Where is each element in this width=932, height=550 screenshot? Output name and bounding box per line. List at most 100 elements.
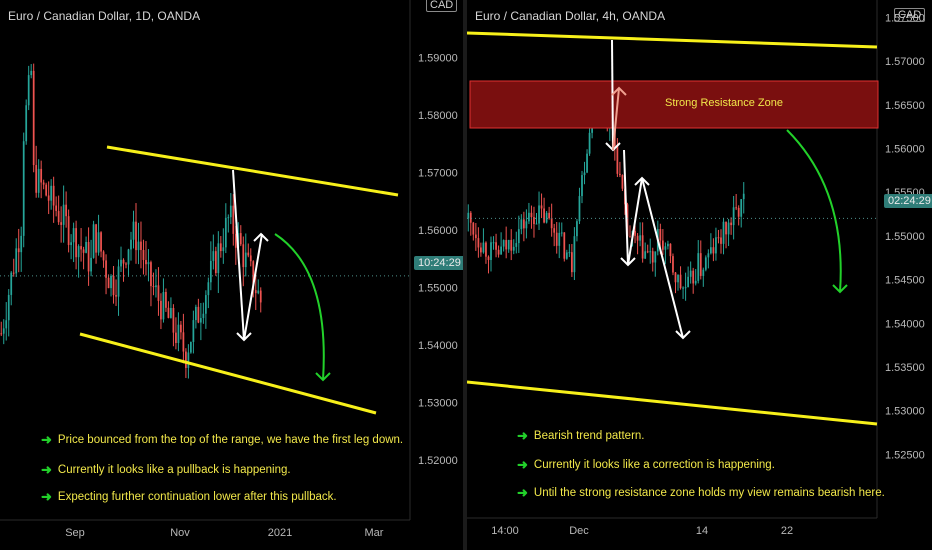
candle-body — [469, 212, 472, 223]
retest-up-line — [612, 87, 620, 151]
note-text: Currently it looks like a pullback is ha… — [57, 464, 291, 476]
candle-body — [535, 223, 538, 225]
panel-divider[interactable] — [463, 0, 467, 550]
note-left-3: ➜ Expecting further continuation lower a… — [41, 489, 337, 505]
candle-body — [699, 253, 702, 276]
candle-body — [95, 224, 97, 253]
candle-body — [472, 222, 475, 235]
projection-arrow-icon — [315, 372, 331, 382]
candle-body — [219, 243, 222, 252]
candle-body — [720, 237, 722, 244]
candle-body — [636, 235, 639, 241]
candle-body — [563, 232, 566, 259]
candle-body — [65, 204, 67, 217]
last-price-tag-left: 10:24:29 — [414, 256, 463, 270]
right-arrow-icon: ➜ — [41, 489, 52, 504]
candle-body — [207, 282, 210, 296]
arrow-down-icon — [675, 330, 691, 340]
candle-body — [497, 249, 500, 255]
candle-body — [550, 218, 553, 229]
candle-body — [646, 251, 649, 253]
candle-body — [732, 207, 735, 226]
candle-body — [480, 247, 482, 253]
candle-body — [661, 240, 664, 250]
candle-body — [197, 306, 200, 323]
candle-body — [160, 300, 162, 320]
candle-body — [651, 251, 654, 263]
candle-body — [75, 228, 77, 258]
candle-body — [573, 236, 576, 273]
y-tick-label: 1.53000 — [418, 397, 458, 409]
note-right-2: ➜ Currently it looks like a correction i… — [517, 457, 775, 473]
x-tick-label: Mar — [365, 527, 384, 539]
candle-body — [37, 168, 40, 193]
candle-body — [22, 141, 25, 236]
second-down-line — [623, 149, 629, 266]
y-tick-label: 1.59000 — [418, 52, 458, 64]
candle-body — [85, 241, 87, 253]
candle-body — [242, 244, 245, 268]
x-tick-label: 14:00 — [491, 525, 519, 537]
candle-body — [202, 313, 205, 319]
candle-body — [641, 235, 644, 259]
candle-body — [170, 307, 172, 318]
daily-chart-canvas[interactable]: 1.59000 1.58000 1.57000 1.56000 1.55000 1.540… — [0, 0, 463, 550]
projection-arrow-icon — [832, 284, 848, 294]
candle-body — [520, 219, 523, 230]
candle-body — [591, 124, 593, 133]
candle-body — [30, 70, 33, 76]
candle-body — [540, 205, 543, 209]
candle-body — [157, 285, 160, 301]
upper-trendline — [106, 145, 399, 197]
note-right-1: ➜ Bearish trend pattern. — [517, 428, 645, 444]
arrow-up-icon — [611, 86, 627, 96]
candle-body — [588, 132, 591, 154]
candle-body — [150, 262, 152, 287]
move-down-line — [232, 169, 245, 341]
candle-body — [35, 165, 38, 193]
candle-body — [722, 221, 725, 244]
lower-trendline — [79, 332, 377, 415]
candle-body — [555, 232, 558, 246]
currency-label-left: CAD — [426, 0, 458, 12]
candle-body — [217, 243, 220, 274]
note-right-3: ➜ Until the strong resistance zone holds… — [517, 485, 885, 501]
candle-body — [528, 212, 530, 222]
candle-body — [576, 221, 578, 237]
candle-body — [20, 235, 23, 253]
candle-body — [560, 232, 563, 234]
candle-body — [507, 239, 510, 250]
y-tick-label: 1.57000 — [885, 56, 925, 68]
candle-body — [0, 333, 3, 335]
projection-curve — [786, 129, 842, 293]
candle-body — [130, 239, 132, 250]
candle-body — [629, 236, 631, 238]
candle-body — [60, 222, 63, 225]
candle-body — [682, 287, 684, 289]
candle-body — [190, 342, 192, 353]
candle-body — [209, 260, 212, 283]
candle-body — [132, 221, 135, 240]
candle-body — [578, 196, 581, 222]
candle-body — [742, 193, 745, 200]
candle-body — [57, 210, 60, 223]
chart-panel-left[interactable]: 1.59000 1.58000 1.57000 1.56000 1.55000 1.540… — [0, 0, 463, 550]
candle-body — [634, 231, 636, 236]
candle-body — [659, 228, 662, 241]
candle-body — [87, 241, 90, 272]
candle-body — [92, 224, 95, 258]
candle-body — [500, 246, 503, 255]
candle-body — [639, 235, 642, 241]
candle-body — [553, 228, 556, 233]
candle-body — [165, 291, 167, 308]
candle-body — [687, 276, 690, 288]
candle-body — [244, 252, 247, 268]
candle-body — [654, 251, 657, 263]
candle-body — [82, 249, 85, 253]
candle-body — [52, 185, 55, 206]
candle-body — [214, 251, 217, 274]
four-hour-chart-canvas[interactable]: 1.575001.570001.565001.560001.555001.550… — [467, 0, 932, 550]
chart-panel-right[interactable]: 1.575001.570001.565001.560001.555001.550… — [467, 0, 932, 550]
candle-body — [120, 259, 122, 267]
candle-body — [125, 263, 127, 265]
